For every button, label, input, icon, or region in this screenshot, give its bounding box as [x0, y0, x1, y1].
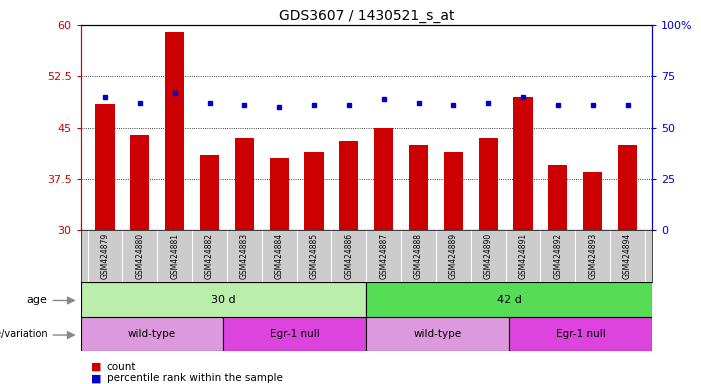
Bar	[513, 97, 533, 230]
Text: GSM424885: GSM424885	[310, 233, 318, 279]
Text: GSM424883: GSM424883	[240, 233, 249, 279]
Text: percentile rank within the sample: percentile rank within the sample	[107, 373, 283, 383]
Text: GSM424889: GSM424889	[449, 233, 458, 279]
Text: GSM424893: GSM424893	[588, 233, 597, 279]
Bar	[339, 141, 358, 230]
Text: age: age	[27, 295, 48, 305]
Bar	[81, 317, 224, 351]
Text: GSM424888: GSM424888	[414, 233, 423, 279]
Text: genotype/variation: genotype/variation	[0, 329, 48, 339]
Bar	[270, 159, 289, 230]
Text: 42 d: 42 d	[497, 295, 522, 305]
Bar	[583, 172, 602, 230]
Text: GSM424886: GSM424886	[344, 233, 353, 279]
Text: GSM424880: GSM424880	[135, 233, 144, 279]
Text: ■: ■	[91, 362, 102, 372]
Text: GSM424882: GSM424882	[205, 233, 214, 279]
Text: GSM424891: GSM424891	[519, 233, 528, 279]
Bar	[224, 317, 366, 351]
Bar	[366, 317, 509, 351]
Bar	[479, 138, 498, 230]
Text: wild-type: wild-type	[414, 329, 462, 339]
Text: GSM424884: GSM424884	[275, 233, 284, 279]
Text: count: count	[107, 362, 136, 372]
Text: Egr-1 null: Egr-1 null	[556, 329, 606, 339]
Text: 30 d: 30 d	[211, 295, 236, 305]
Text: GSM424892: GSM424892	[553, 233, 562, 279]
Text: GSM424894: GSM424894	[623, 233, 632, 279]
Bar	[200, 155, 219, 230]
Bar	[95, 104, 114, 230]
Bar	[374, 127, 393, 230]
Text: GSM424881: GSM424881	[170, 233, 179, 279]
Text: GSM424887: GSM424887	[379, 233, 388, 279]
Bar	[409, 145, 428, 230]
Text: Egr-1 null: Egr-1 null	[270, 329, 320, 339]
Bar	[366, 282, 652, 317]
Bar	[165, 32, 184, 230]
Text: GSM424879: GSM424879	[100, 233, 109, 279]
Bar	[304, 152, 324, 230]
Bar	[235, 138, 254, 230]
Text: ■: ■	[91, 373, 102, 383]
Bar	[130, 134, 149, 230]
Bar	[618, 145, 637, 230]
Bar	[81, 282, 366, 317]
Text: wild-type: wild-type	[128, 329, 176, 339]
Bar	[444, 152, 463, 230]
Bar	[509, 317, 652, 351]
Text: GSM424890: GSM424890	[484, 233, 493, 279]
Title: GDS3607 / 1430521_s_at: GDS3607 / 1430521_s_at	[278, 8, 454, 23]
Bar	[548, 166, 567, 230]
